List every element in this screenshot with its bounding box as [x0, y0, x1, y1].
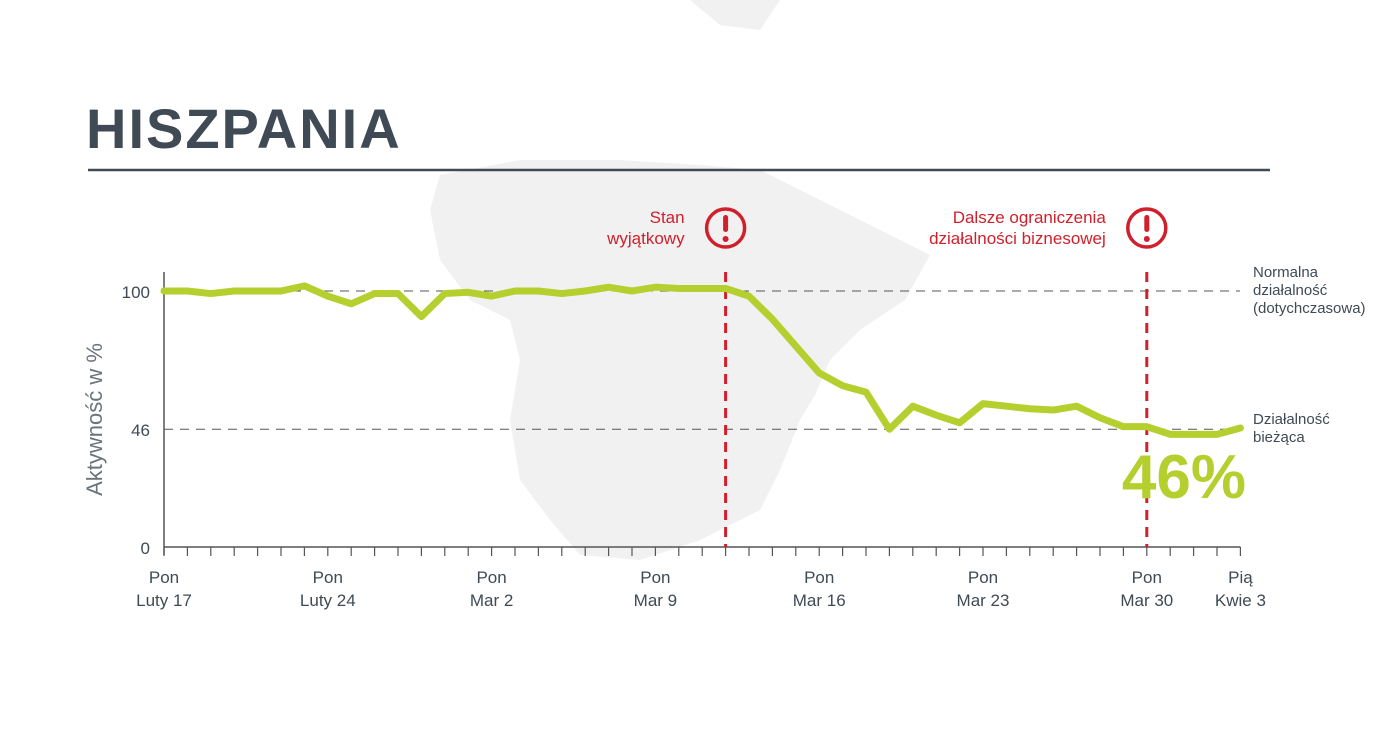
x-tick-label: Luty 17	[136, 591, 192, 610]
x-tick-label: Pią	[1228, 568, 1253, 587]
x-tick-label: Mar 2	[470, 591, 513, 610]
event-label: działalności biznesowej	[929, 229, 1106, 248]
x-tick-label: Pon	[968, 568, 998, 587]
event-label: Stan	[650, 208, 685, 227]
chart-title: HISZPANIA	[86, 97, 402, 160]
exclamation-circle-icon	[1126, 207, 1168, 249]
x-tick-label: Pon	[149, 568, 179, 587]
x-tick-label: Pon	[640, 568, 670, 587]
x-tick-label: Mar 30	[1120, 591, 1173, 610]
reference-line-label: Działalność	[1253, 411, 1330, 428]
x-tick-label: Pon	[804, 568, 834, 587]
x-tick-label: Kwie 3	[1215, 591, 1266, 610]
reference-line-label: bieżąca	[1253, 429, 1305, 446]
y-axis-label: Aktywność w %	[82, 343, 107, 496]
event-label: Dalsze ograniczenia	[953, 208, 1107, 227]
x-tick-label: Pon	[1132, 568, 1162, 587]
reference-line-label: (dotychczasowa)	[1253, 300, 1366, 317]
event-label: wyjątkowy	[606, 229, 685, 248]
reference-line-label: działalność	[1253, 282, 1328, 299]
exclamation-circle-icon	[704, 207, 747, 249]
y-tick-label: 0	[141, 539, 150, 558]
reference-line-label: Normalna	[1253, 264, 1319, 281]
x-tick-label: Mar 9	[634, 591, 677, 610]
x-tick-label: Mar 23	[957, 591, 1010, 610]
current-value-label: 46%	[1122, 443, 1246, 512]
spain-map-silhouette	[430, 0, 930, 560]
x-tick-label: Pon	[313, 568, 343, 587]
x-tick-label: Pon	[476, 568, 506, 587]
x-tick-label: Mar 16	[793, 591, 846, 610]
x-tick-label: Luty 24	[300, 591, 356, 610]
y-tick-label: 100	[122, 283, 150, 302]
y-tick-label: 46	[131, 421, 150, 440]
